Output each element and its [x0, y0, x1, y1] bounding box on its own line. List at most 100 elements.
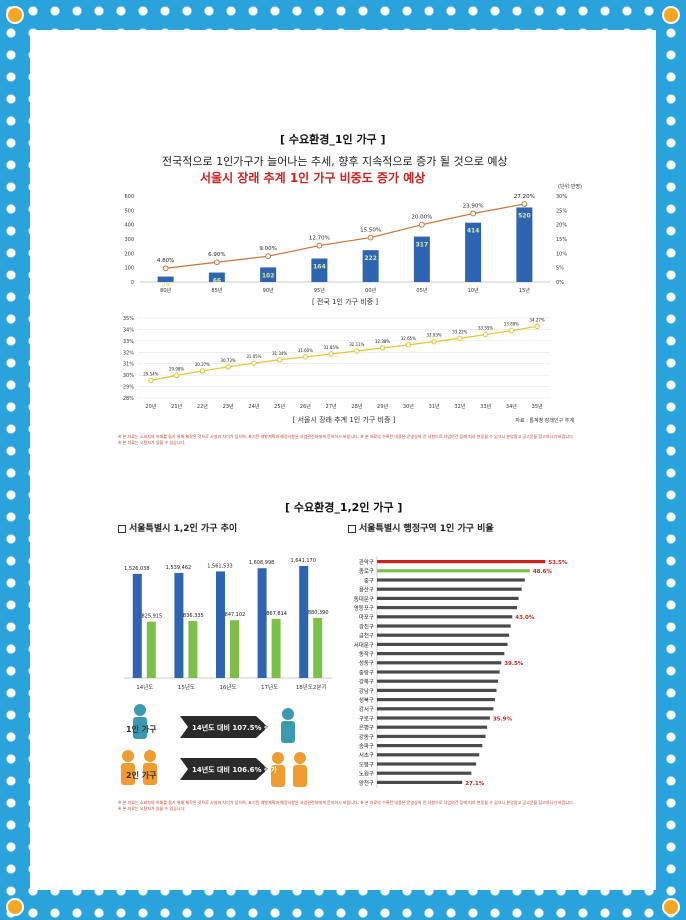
bar-value-label: 39.5%	[504, 661, 524, 667]
bar-value-label: 847,102	[225, 612, 246, 618]
y-tick-label: 양천구	[359, 779, 374, 787]
line-value-label: 32.93%	[426, 333, 441, 338]
y-tick-label: 송파구	[359, 742, 374, 750]
arrow-two-text: 14년도 대비 106.6% 증가	[192, 765, 277, 774]
source-label: 자료 : 통계청 장래인구 추계	[515, 417, 574, 424]
bar-value-label: 38	[161, 282, 169, 289]
corner-dot	[6, 898, 24, 916]
chart-seoul-1-2-household: 1,526,038 825,915 14년도 1,539,462 836,335 15년도…	[124, 558, 332, 691]
y-tick-label: 강동구	[359, 734, 374, 741]
y-tick-label: 400	[124, 223, 134, 229]
y-tick-label: 강북구	[359, 679, 374, 686]
y2-tick-label: 0%	[556, 280, 564, 286]
chart-national-single-household: 600 500 400 300 200 100 0 30% 25% 20% 15% 10% 5% 0% 38…	[124, 194, 567, 306]
x-tick-label: 90년	[263, 287, 274, 294]
line-value-label: 27.20%	[514, 194, 535, 200]
bar	[377, 734, 486, 738]
x-tick-label: 95년	[314, 287, 325, 294]
x-tick-label: 25년	[274, 403, 285, 410]
x-axis-label: [ 전국 1인 가구 비중 ]	[312, 297, 378, 306]
x-tick-label: 24년	[248, 403, 259, 410]
bar	[377, 707, 494, 711]
y-tick-label: 300	[124, 237, 134, 243]
bar	[299, 566, 309, 678]
y-tick-label: 관악구	[359, 558, 374, 566]
bar	[377, 596, 519, 600]
y-tick-label: 동대문구	[354, 595, 374, 603]
household-infographic: 1인 가구 2인 가구 14년도 대비 107.5% 증가 14년도 대비 10…	[121, 704, 307, 787]
bar-value-label: 102	[262, 272, 275, 279]
line-point	[251, 360, 257, 366]
x-axis-label: [ 서울시 장래 추계 1인 가구 비중 ]	[293, 415, 396, 424]
bar-value-label: 43.0%	[515, 615, 535, 621]
line-value-label: 4.80%	[157, 258, 174, 264]
person-icon-two	[121, 750, 157, 785]
x-tick-label: 21년	[171, 403, 182, 410]
x-tick-label: 30년	[403, 403, 414, 410]
bar	[146, 621, 156, 678]
line-value-label: 33.89%	[504, 322, 519, 327]
line-point	[199, 368, 206, 374]
bar	[377, 578, 525, 582]
x-tick-label: 32년	[454, 403, 465, 410]
left-chart-title: 서울특별시 1,2인 가구 추이	[118, 521, 237, 534]
bar-value-label: 66	[213, 278, 221, 285]
line-point	[508, 327, 515, 334]
bar	[271, 618, 281, 678]
y-tick-label: 28%	[123, 396, 134, 402]
line-value-label: 12.70%	[309, 236, 330, 242]
bar	[311, 258, 328, 282]
bar-value-label: 414	[467, 228, 480, 235]
line-value-label: 33.55%	[478, 326, 493, 331]
left-chart-title-text: 서울특별시 1,2인 가구 추이	[129, 524, 238, 534]
x-tick-label: 18년도2분기	[296, 683, 327, 691]
x-tick-label: 28년	[351, 403, 362, 410]
line-value-label: 6.90%	[208, 252, 225, 258]
bar-value-label: 880,390	[308, 610, 329, 616]
bar	[377, 753, 480, 757]
y-tick-label: 중랑구	[359, 669, 374, 676]
arrow-two	[180, 758, 268, 780]
bar	[377, 679, 499, 683]
bar-value-label: 222	[364, 255, 377, 262]
x-tick-label: 20년	[145, 403, 156, 410]
bar	[313, 617, 323, 678]
series-line	[165, 203, 525, 269]
line-value-label: 31.05%	[246, 354, 261, 359]
x-tick-label: 33년	[480, 403, 491, 410]
bar-value-label: 27.1%	[465, 781, 485, 787]
legend-one-label: 1인 가구	[126, 724, 157, 734]
bar	[377, 762, 477, 766]
x-tick-label: 15년도	[178, 683, 195, 691]
y-tick-label: 강남구	[359, 687, 374, 695]
bar-value-label: 825,915	[141, 614, 162, 620]
bar-value-label: 836,335	[183, 613, 204, 619]
bar	[377, 587, 522, 591]
line-point	[457, 335, 463, 342]
bar	[257, 568, 267, 678]
bar-value-label: 867,814	[266, 611, 287, 617]
bar-value-label: 1,539,462	[166, 565, 191, 571]
bar	[377, 780, 463, 784]
unit-label: (단위:만명)	[558, 184, 582, 190]
line-point	[173, 372, 180, 379]
x-tick-label: 31년	[429, 403, 440, 410]
y-tick-label: 31%	[123, 362, 134, 368]
y-tick-label: 성북구	[359, 696, 374, 704]
bar	[132, 573, 142, 678]
x-tick-label: 16년도	[219, 683, 236, 691]
y-tick-label: 0	[131, 280, 134, 286]
y2-tick-label: 30%	[556, 194, 567, 200]
x-tick-label: 27년	[326, 403, 337, 410]
x-tick-label: 29년	[377, 403, 388, 410]
line-point	[534, 323, 540, 330]
arrow-one	[180, 716, 268, 738]
bar	[377, 716, 490, 720]
bar	[157, 276, 174, 282]
x-tick-label: 23년	[223, 403, 234, 410]
line-value-label: 32.38%	[375, 339, 390, 344]
y2-tick-label: 5%	[556, 266, 564, 272]
section-title-single: [ 수요환경_1인 가구 ]	[280, 133, 386, 146]
x-tick-label: 15년	[519, 287, 530, 294]
disclaimer-top: ※ 본 자료는 소비자의 이해를 돕기 위해 제작된 것으로 사실과 차이가 있…	[118, 434, 575, 445]
